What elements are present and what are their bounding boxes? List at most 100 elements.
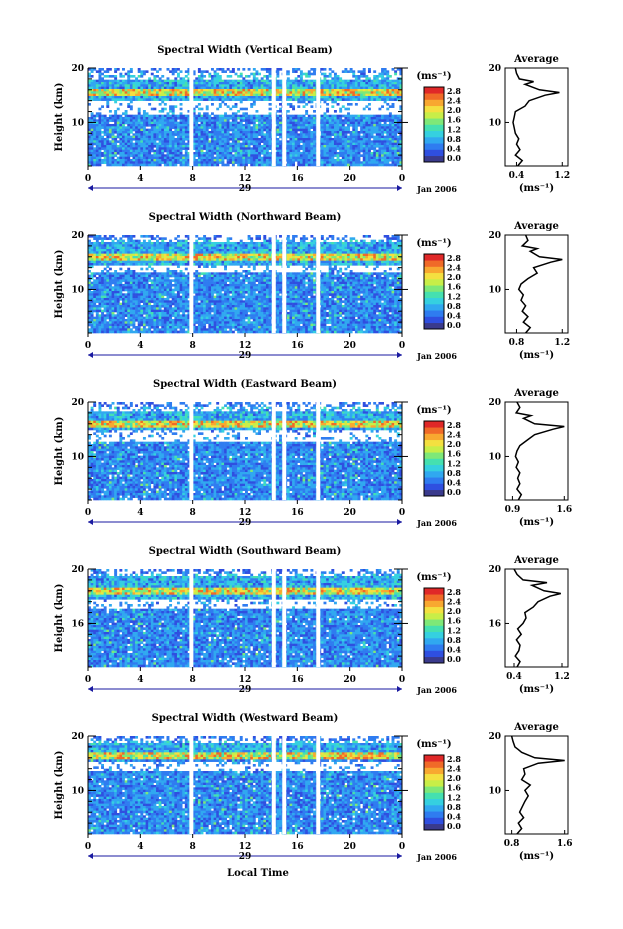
heatmap-cell — [339, 117, 342, 120]
heatmap-cell — [258, 138, 261, 141]
heatmap-cell — [140, 91, 143, 94]
heatmap-cell — [208, 247, 211, 250]
heatmap-cell — [331, 94, 334, 97]
heatmap-cell — [384, 242, 387, 245]
heatmap-cell — [138, 91, 141, 94]
heatmap-cell — [104, 143, 107, 146]
heatmap-cell — [378, 115, 381, 118]
heatmap-cell — [371, 157, 374, 160]
heatmap-cell — [237, 154, 240, 157]
heatmap-cell — [240, 254, 243, 257]
heatmap-cell — [151, 68, 154, 71]
heatmap-cell — [216, 75, 219, 78]
heatmap-cell — [258, 117, 261, 120]
heatmap-cell — [161, 94, 164, 97]
colorbar-segment — [424, 137, 444, 144]
heatmap-cell — [300, 70, 303, 73]
heatmap-cell — [248, 254, 251, 257]
heatmap-cell — [337, 94, 340, 97]
heatmap-cell — [167, 254, 170, 257]
heatmap-cell — [91, 254, 94, 257]
heatmap-cell — [378, 131, 381, 134]
heatmap-cell — [384, 70, 387, 73]
heatmap-cell — [358, 91, 361, 94]
profile-y-tick-label: 10 — [488, 118, 501, 128]
heatmap-cell — [337, 82, 340, 85]
heatmap-cell — [397, 126, 400, 129]
heatmap-cell — [161, 98, 164, 101]
heatmap-cell — [303, 133, 306, 136]
heatmap-cell — [125, 129, 128, 132]
heatmap-cell — [169, 110, 172, 113]
heatmap-cell — [376, 129, 379, 132]
heatmap-cell — [331, 242, 334, 245]
heatmap-cell — [266, 138, 269, 141]
heatmap-cell — [371, 87, 374, 90]
heatmap-cell — [334, 119, 337, 122]
heatmap-cell — [381, 157, 384, 160]
heatmap-cell — [143, 87, 146, 90]
heatmap-cell — [240, 150, 243, 153]
heatmap-cell — [235, 103, 238, 106]
heatmap-cell — [153, 80, 156, 83]
heatmap-cell — [221, 244, 224, 247]
y-tick-label: 10 — [71, 118, 84, 128]
heatmap-cell — [146, 133, 149, 136]
heatmap-cell — [376, 136, 379, 139]
heatmap-cell — [287, 82, 290, 85]
heatmap-cell — [140, 247, 143, 250]
heatmap-cell — [148, 161, 151, 164]
heatmap-cell — [98, 161, 101, 164]
heatmap-cell — [185, 143, 188, 146]
heatmap-cell — [232, 145, 235, 148]
heatmap-cell — [263, 115, 266, 118]
heatmap-cell — [329, 143, 332, 146]
heatmap-cell — [342, 164, 345, 167]
heatmap-cell — [368, 89, 371, 92]
heatmap-cell — [263, 152, 266, 155]
heatmap-cell — [201, 133, 204, 136]
date-arrow-right — [397, 185, 402, 191]
heatmap-cell — [167, 119, 170, 122]
heatmap-cell — [378, 94, 381, 97]
heatmap-cell — [363, 89, 366, 92]
heatmap-cell — [263, 161, 266, 164]
heatmap-cell — [172, 73, 175, 76]
heatmap-cell — [384, 136, 387, 139]
heatmap-cell — [185, 242, 188, 245]
heatmap-cell — [255, 136, 258, 139]
heatmap-cell — [308, 131, 311, 134]
heatmap-cell — [224, 254, 227, 257]
heatmap-cell — [324, 80, 327, 83]
heatmap-cell — [344, 249, 347, 252]
heatmap-cell — [368, 84, 371, 87]
heatmap-cell — [263, 147, 266, 150]
heatmap-cell — [185, 164, 188, 167]
heatmap-cell — [253, 242, 256, 245]
heatmap-cell — [303, 124, 306, 127]
heatmap-cell — [98, 154, 101, 157]
heatmap-cell — [250, 80, 253, 83]
heatmap-cell — [389, 98, 392, 101]
heatmap-cell — [177, 143, 180, 146]
heatmap-cell — [368, 68, 371, 71]
heatmap-cell — [98, 112, 101, 115]
heatmap-cell — [98, 131, 101, 134]
heatmap-cell — [386, 119, 389, 122]
heatmap-cell — [208, 244, 211, 247]
heatmap-cell — [91, 159, 94, 162]
heatmap-cell — [143, 98, 146, 101]
heatmap-cell — [355, 247, 358, 250]
heatmap-cell — [368, 147, 371, 150]
heatmap-cell — [373, 126, 376, 129]
heatmap-cell — [300, 242, 303, 245]
heatmap-cell — [117, 91, 120, 94]
heatmap-cell — [310, 84, 313, 87]
heatmap-cell — [101, 143, 104, 146]
heatmap-cell — [255, 140, 258, 143]
heatmap-cell — [373, 251, 376, 254]
heatmap-cell — [326, 94, 329, 97]
heatmap-cell — [276, 159, 279, 162]
heatmap-cell — [303, 94, 306, 97]
heatmap-cell — [153, 115, 156, 118]
